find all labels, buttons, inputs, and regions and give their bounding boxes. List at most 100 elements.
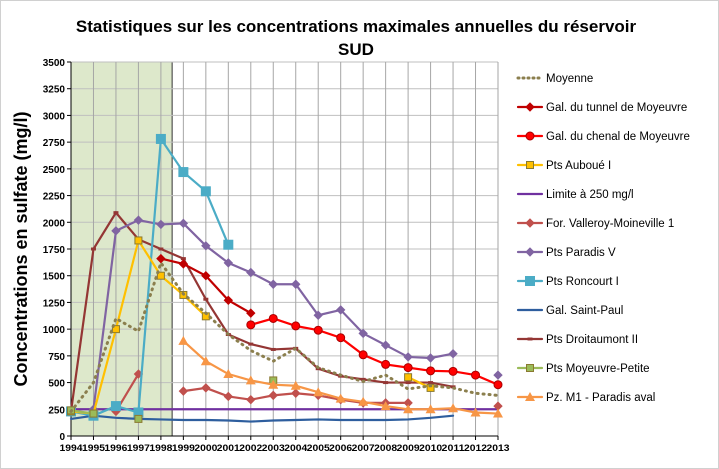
legend-item-pts-paradis-v: Pts Paradis V <box>516 247 616 259</box>
data-point-pts-aubou-i <box>156 271 165 280</box>
x-tick-label: 1996 <box>104 443 127 453</box>
x-tick-label: 2003 <box>262 443 285 453</box>
data-point-gal-du-chenal-de-moyeuvre <box>336 333 346 343</box>
data-point-pts-moyeuvre-petite <box>89 409 98 418</box>
legend-marker <box>525 247 535 257</box>
data-point-pts-droitaumont-ii <box>405 381 411 385</box>
data-point-pts-paradis-v <box>358 328 368 339</box>
data-point-for-valleroy-moineville-1 <box>201 383 211 393</box>
legend-label: Limite à 250 mg/l <box>546 189 634 201</box>
x-tick-label: 1998 <box>149 443 172 453</box>
legend-item-for-valleroy-moineville-1: For. Valleroy-Moineville 1 <box>516 218 674 230</box>
chart-title: Statistiques sur les concentrations maxi… <box>76 17 637 36</box>
data-point-gal-du-chenal-de-moyeuvre <box>358 350 368 360</box>
x-tick-label: 2010 <box>419 443 442 453</box>
y-tick-label: 2500 <box>43 165 66 176</box>
x-tick-label: 2012 <box>464 443 487 453</box>
x-tick-label: 2001 <box>217 443 240 453</box>
data-point-pts-paradis-v <box>201 241 211 251</box>
data-point-gal-du-chenal-de-moyeuvre <box>403 363 413 373</box>
y-tick-label: 1250 <box>43 298 66 309</box>
data-point-gal-du-tunnel-de-moyeuvre <box>223 295 234 305</box>
data-point-pts-aubou-i <box>134 236 143 245</box>
data-point-gal-du-chenal-de-moyeuvre <box>448 366 458 376</box>
data-point-gal-du-tunnel-de-moyeuvre <box>178 259 189 269</box>
legend-label: Gal. du chenal de Moyeuvre <box>546 131 690 143</box>
legend-marker <box>525 392 535 401</box>
data-point-pts-roncourt-i <box>110 401 121 412</box>
data-point-pz-m1-paradis-aval <box>335 393 346 403</box>
y-tick-label: 2750 <box>43 138 66 149</box>
legend-marker <box>525 218 535 228</box>
data-point-gal-du-chenal-de-moyeuvre <box>291 321 301 331</box>
y-tick-label: 1000 <box>43 325 66 336</box>
legend-label: Gal. du tunnel de Moyeuvre <box>546 102 687 114</box>
x-tick-label: 2000 <box>194 443 217 453</box>
data-point-pts-paradis-v <box>133 215 144 225</box>
data-point-pts-paradis-v <box>403 352 413 362</box>
data-point-pts-paradis-v <box>448 349 458 359</box>
y-tick-label: 1500 <box>43 272 66 283</box>
legend-label: Pts Droitaumont II <box>546 334 638 346</box>
y-tick-label: 2000 <box>43 218 66 229</box>
data-point-for-valleroy-moineville-1 <box>291 388 301 398</box>
legend-item-gal-du-chenal-de-moyeuvre: Gal. du chenal de Moyeuvre <box>516 131 690 143</box>
data-point-gal-du-tunnel-de-moyeuvre <box>156 253 166 264</box>
x-tick-label: 2005 <box>307 443 330 453</box>
y-tick-label: 3500 <box>43 58 66 69</box>
data-point-pz-m1-paradis-aval <box>290 380 301 390</box>
data-point-gal-du-chenal-de-moyeuvre <box>313 325 323 335</box>
x-tick-label: 1999 <box>172 443 195 453</box>
data-point-pts-roncourt-i <box>133 407 144 418</box>
y-tick-label: 3250 <box>43 85 66 96</box>
data-point-pz-m1-paradis-aval <box>380 401 391 411</box>
legend-label: Pts Paradis V <box>546 247 616 259</box>
legend-item-pts-aubou-i: Pts Auboué I <box>516 160 611 172</box>
x-tick-label: 2006 <box>329 443 352 453</box>
legend-item-gal-du-tunnel-de-moyeuvre: Gal. du tunnel de Moyeuvre <box>516 102 687 114</box>
legend-label: Pz. M1 - Paradis aval <box>546 392 655 404</box>
data-point-pz-m1-paradis-aval <box>470 407 481 417</box>
y-tick-label: 0 <box>59 432 65 443</box>
x-tick-label: 2008 <box>374 443 397 453</box>
legend-item-pz-m1-paradis-aval: Pz. M1 - Paradis aval <box>516 392 655 404</box>
legend-marker <box>526 364 534 372</box>
data-point-gal-du-chenal-de-moyeuvre <box>471 370 481 380</box>
data-point-pts-aubou-i <box>111 325 120 334</box>
data-point-pz-m1-paradis-aval <box>200 356 211 366</box>
legend-label: For. Valleroy-Moineville 1 <box>546 218 674 230</box>
x-tick-label: 2007 <box>352 443 375 453</box>
legend-item-limite-250-mg-l: Limite à 250 mg/l <box>516 189 634 201</box>
y-tick-label: 250 <box>48 405 65 416</box>
data-point-pts-roncourt-i <box>155 133 166 144</box>
legend-marker <box>527 337 533 341</box>
data-point-gal-du-chenal-de-moyeuvre <box>426 366 436 376</box>
y-tick-label: 750 <box>48 352 65 363</box>
data-point-for-valleroy-moineville-1 <box>246 394 256 405</box>
legend-marker <box>525 102 535 112</box>
data-point-pts-roncourt-i <box>223 239 234 250</box>
data-point-pts-droitaumont-ii <box>270 347 276 351</box>
data-point-pts-paradis-v <box>246 267 256 278</box>
legend-label: Moyenne <box>546 73 593 85</box>
data-point-pts-paradis-v <box>380 340 391 350</box>
data-point-pz-m1-paradis-aval <box>493 408 503 418</box>
legend-label: Gal. Saint-Paul <box>546 305 623 317</box>
legend-marker <box>526 161 534 169</box>
data-point-gal-du-chenal-de-moyeuvre <box>246 320 256 330</box>
data-point-pz-m1-paradis-aval <box>403 404 414 414</box>
legend-item-pts-moyeuvre-petite: Pts Moyeuvre-Petite <box>516 363 650 375</box>
legend-item-gal-saint-paul: Gal. Saint-Paul <box>516 305 623 317</box>
data-point-for-valleroy-moineville-1 <box>178 386 189 396</box>
data-point-pts-droitaumont-ii <box>360 377 366 381</box>
chart-title-line2: SUD <box>338 40 374 59</box>
data-point-pts-aubou-i <box>404 373 413 382</box>
legend-marker <box>525 276 535 286</box>
data-point-pz-m1-paradis-aval <box>313 387 324 397</box>
data-point-pts-paradis-v <box>335 305 346 315</box>
data-point-pts-droitaumont-ii <box>180 257 186 261</box>
x-tick-label: 2009 <box>397 443 420 453</box>
y-tick-label: 500 <box>48 379 65 390</box>
y-tick-label: 3000 <box>43 111 66 122</box>
